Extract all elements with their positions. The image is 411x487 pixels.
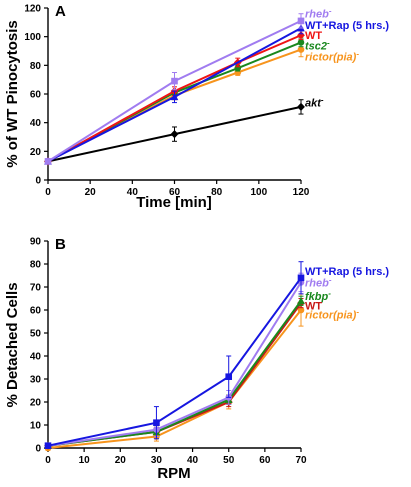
x-tick-label: 120 (293, 187, 310, 198)
series-line (47, 34, 302, 163)
x-tick-label: 0 (45, 187, 51, 198)
series-wt-rap-5-hrs- (44, 21, 305, 165)
series-line (47, 300, 302, 447)
x-tick-label: 40 (187, 455, 199, 466)
series-line (47, 281, 302, 447)
x-tick-label: 0 (45, 455, 51, 466)
y-tick-label: 60 (30, 90, 42, 101)
y-tick-label: 40 (30, 352, 42, 363)
data-point (297, 46, 305, 53)
x-axis-label: RPM (157, 465, 190, 482)
x-tick-label: 20 (85, 187, 97, 198)
x-tick-label: 80 (211, 187, 223, 198)
data-point (297, 17, 305, 25)
data-point (297, 102, 305, 111)
x-tick-label: 20 (115, 455, 127, 466)
x-tick-label: 100 (250, 187, 267, 198)
series-rictor-pia- (44, 293, 305, 452)
data-point (44, 158, 52, 165)
data-point (153, 419, 160, 426)
panel-label: A (55, 3, 66, 20)
data-point (225, 373, 233, 380)
y-tick-label: 100 (24, 32, 41, 43)
data-point (170, 130, 179, 139)
series-line (47, 48, 302, 163)
series-fkbp- (44, 295, 305, 449)
x-tick-label: 50 (223, 455, 235, 466)
data-point (297, 39, 305, 46)
data-point (297, 296, 305, 305)
series-label: rheb- (305, 7, 332, 21)
x-tick-label: 60 (169, 187, 181, 198)
series-rheb- (44, 13, 305, 165)
y-tick-label: 20 (30, 398, 42, 409)
series-label: tsc2- (305, 38, 330, 52)
series-label: rictor(pia)- (305, 308, 359, 322)
x-axis-label: Time [min] (136, 194, 212, 211)
y-tick-label: 50 (30, 329, 42, 340)
y-tick-label: 90 (30, 237, 42, 248)
y-tick-label: 80 (30, 61, 42, 72)
series-label: WT+Rap (5 hrs.) (305, 266, 389, 278)
series-line (47, 277, 302, 447)
x-tick-label: 30 (151, 455, 163, 466)
series-label: WT (305, 300, 322, 312)
data-point (171, 77, 178, 85)
data-point (44, 442, 52, 449)
series-label: rheb- (305, 275, 332, 289)
x-tick-label: 70 (295, 455, 307, 466)
data-point (297, 274, 305, 282)
series-akt- (44, 99, 305, 166)
series-rheb- (44, 272, 305, 450)
series-rictor-pia- (44, 41, 305, 165)
series-label: akt- (305, 96, 324, 110)
y-tick-label: 80 (30, 260, 42, 271)
x-tick-label: 60 (259, 455, 271, 466)
series-label: WT (305, 30, 322, 42)
x-tick-label: 40 (127, 187, 139, 198)
data-point (170, 92, 179, 101)
y-tick-label: 40 (30, 118, 42, 129)
y-axis-label: % of WT Pinocytosis (4, 20, 21, 168)
y-tick-label: 10 (30, 421, 42, 432)
data-point (297, 306, 305, 314)
y-tick-label: 20 (30, 147, 42, 158)
panel-label: B (55, 236, 66, 253)
y-tick-label: 120 (24, 4, 41, 15)
x-tick-label: 10 (79, 455, 91, 466)
y-tick-label: 70 (30, 283, 42, 294)
series-wt-rap-5-hrs- (44, 261, 305, 449)
y-tick-label: 0 (35, 444, 41, 455)
series-label: WT+Rap (5 hrs.) (305, 20, 389, 32)
y-axis-label: % Detached Cells (4, 282, 21, 407)
y-tick-label: 60 (30, 306, 42, 317)
y-tick-label: 0 (35, 176, 41, 187)
series-label: rictor(pia)- (305, 50, 359, 64)
series-line (47, 309, 302, 449)
chart-panel-A: 0 20 40 60 80 100 120 0 20 40 60 80 100 120 Time [min]… (4, 3, 389, 211)
y-tick-label: 30 (30, 375, 42, 386)
chart-panel-B: 0 10 20 30 40 50 60 70 80 90 0 10 20 30 40 50 60 70 RPM % D… (4, 236, 389, 482)
series-label: fkbp- (305, 289, 331, 303)
data-point (297, 31, 305, 40)
